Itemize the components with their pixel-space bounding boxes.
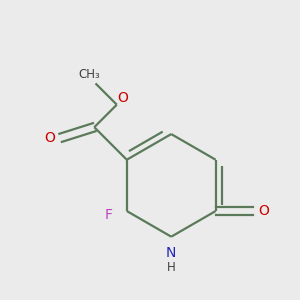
Text: CH₃: CH₃	[78, 68, 100, 81]
Text: H: H	[167, 261, 176, 274]
Text: F: F	[104, 208, 112, 222]
Text: O: O	[118, 91, 129, 105]
Text: O: O	[44, 131, 55, 145]
Text: N: N	[166, 246, 176, 260]
Text: O: O	[258, 204, 269, 218]
